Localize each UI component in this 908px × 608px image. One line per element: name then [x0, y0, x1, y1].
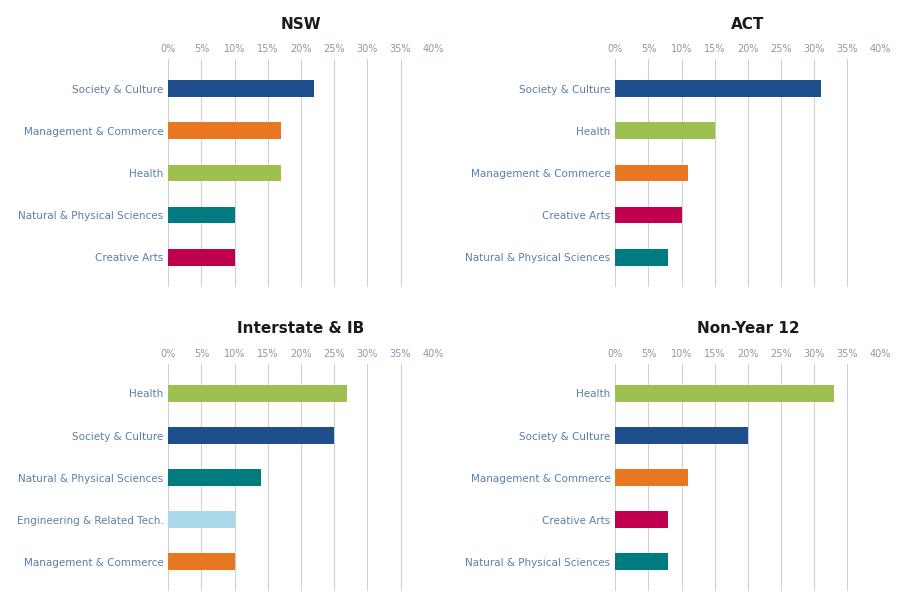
Bar [168, 165, 281, 181]
Bar [168, 207, 234, 224]
Bar [616, 249, 668, 266]
Title: Non-Year 12: Non-Year 12 [696, 322, 799, 336]
Bar [616, 511, 668, 528]
Bar [168, 385, 348, 402]
Bar [616, 553, 668, 570]
Bar [168, 469, 262, 486]
Bar [168, 122, 281, 139]
Bar [616, 469, 688, 486]
Bar [616, 122, 715, 139]
Bar [168, 80, 314, 97]
Bar [616, 165, 688, 181]
Bar [616, 207, 682, 224]
Bar [168, 511, 234, 528]
Bar [168, 249, 234, 266]
Bar [616, 80, 821, 97]
Title: NSW: NSW [281, 16, 321, 32]
Bar [616, 385, 834, 402]
Title: ACT: ACT [731, 16, 765, 32]
Bar [616, 427, 748, 444]
Title: Interstate & IB: Interstate & IB [237, 322, 365, 336]
Bar [168, 427, 334, 444]
Bar [168, 553, 234, 570]
